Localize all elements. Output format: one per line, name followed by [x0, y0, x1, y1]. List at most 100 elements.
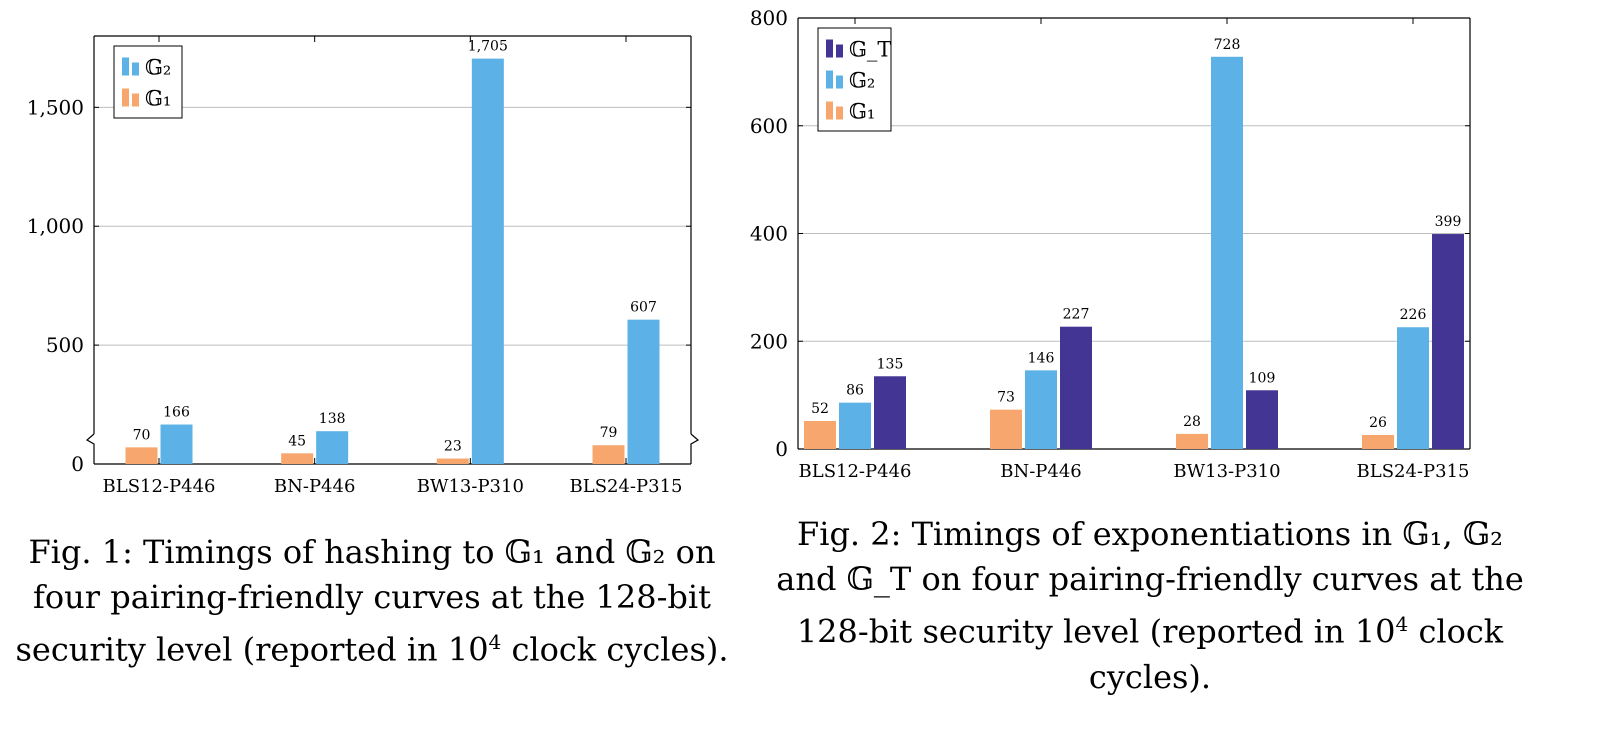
data-label: 23 [444, 439, 462, 455]
caption-symbol: 𝔾₂ [1462, 515, 1503, 553]
bar [874, 376, 906, 449]
x-category-label: BLS24-P315 [1357, 461, 1470, 482]
data-label: 227 [1063, 307, 1090, 323]
y-tick-label: 0 [71, 452, 84, 476]
data-label: 28 [1183, 414, 1201, 430]
y-tick-label: 600 [750, 114, 788, 138]
legend-label: 𝔾₂ [145, 56, 171, 80]
x-category-label: BW13-P310 [1173, 461, 1280, 482]
y-tick-label: 1,500 [27, 95, 84, 119]
x-category-label: BN-P446 [274, 476, 356, 497]
bar [1432, 234, 1464, 449]
data-label: 146 [1028, 350, 1055, 366]
caption-1-line-1: Fig. 1: Timings of hashing to 𝔾₁ and 𝔾₂ … [8, 530, 736, 575]
legend-swatch [132, 62, 139, 76]
bar [1211, 56, 1243, 449]
caption-1-line-3: security level (reported in 104 clock cy… [8, 620, 736, 673]
y-tick-label: 200 [750, 329, 788, 353]
x-category-label: BLS24-P315 [570, 476, 683, 497]
caption-text: Fig. 2: Timings of exponentiations in [797, 515, 1403, 553]
caption-text: 128-bit security level (reported in 10 [796, 612, 1396, 651]
chart-exponentiations: 0 200 400 600 800 BLS12-P446 52 86 135 BN-P446 73 1… [750, 6, 1471, 482]
bar [160, 424, 193, 464]
bar [1060, 326, 1092, 449]
chart-hashing: 0 500 1,000 1,500 BLS12-P446 70 166 BN-P446 45 13… [27, 35, 700, 497]
y-tick-label: 0 [775, 437, 788, 461]
bar [471, 58, 504, 464]
bar [1246, 390, 1278, 449]
bar [592, 445, 625, 464]
caption-text: , [1442, 515, 1463, 553]
bar [125, 447, 158, 464]
caption-2-line-2: and 𝔾_T on four pairing-friendly curves … [770, 557, 1530, 602]
caption-superscript: 4 [1395, 612, 1409, 636]
axis-break-left [85, 433, 95, 464]
data-label: 86 [846, 383, 864, 399]
data-label: 79 [600, 425, 618, 441]
caption-text: on four pairing-friendly curves at the [911, 560, 1524, 598]
bar [990, 409, 1022, 449]
y-tick-label: 1,000 [27, 214, 84, 238]
legend-swatch [826, 101, 833, 120]
data-label: 166 [163, 405, 190, 421]
figure-2-caption: Fig. 2: Timings of exponentiations in 𝔾₁… [770, 512, 1530, 700]
legend-swatch [836, 75, 843, 89]
bar [627, 319, 660, 464]
bar [804, 420, 836, 449]
caption-text: clock cycles). [501, 630, 729, 669]
caption-text: on [665, 533, 716, 571]
legend-swatch [122, 88, 129, 107]
legend-label: 𝔾₁ [145, 87, 171, 111]
legend-swatch [132, 93, 139, 107]
data-label: 1,705 [468, 39, 508, 55]
y-tick-label: 800 [750, 6, 788, 30]
axis-break-right [690, 433, 700, 464]
caption-superscript: 4 [488, 630, 502, 654]
bar [316, 431, 349, 464]
y-tick-label: 400 [750, 222, 788, 246]
bar [839, 402, 871, 449]
caption-symbol: 𝔾_T [846, 560, 912, 598]
data-label: 399 [1435, 214, 1462, 230]
figure-1-caption: Fig. 1: Timings of hashing to 𝔾₁ and 𝔾₂ … [8, 530, 736, 673]
bar [1176, 433, 1208, 449]
caption-text: and [776, 560, 847, 598]
caption-2-line-4: cycles). [1088, 657, 1212, 696]
data-label: 45 [288, 433, 306, 449]
bar [1362, 434, 1394, 449]
y-tick-label: 500 [46, 333, 84, 357]
caption-symbol: 𝔾₂ [625, 533, 666, 571]
legend-label: 𝔾₁ [849, 100, 875, 124]
data-label: 138 [319, 411, 346, 427]
data-label: 52 [811, 401, 829, 417]
bar [436, 458, 469, 464]
bar [1397, 327, 1429, 449]
caption-symbol: 𝔾₁ [1402, 515, 1443, 553]
caption-1-line-2: four pairing-friendly curves at the 128-… [33, 578, 711, 616]
data-label: 607 [630, 300, 657, 316]
legend-label: 𝔾_T [849, 38, 891, 62]
data-label: 73 [997, 390, 1015, 406]
legend-swatch [836, 44, 843, 58]
caption-text: and [544, 533, 626, 571]
caption-text: security level (reported in 10 [15, 630, 489, 669]
data-label: 728 [1214, 37, 1241, 53]
caption-symbol: 𝔾₁ [504, 533, 545, 571]
legend-swatch [826, 39, 833, 58]
caption-text: Fig. 1: Timings of hashing to [28, 533, 505, 571]
legend-label: 𝔾₂ [849, 69, 875, 93]
legend-swatch [836, 106, 843, 120]
x-category-label: BLS12-P446 [103, 476, 216, 497]
legend-swatch [122, 57, 129, 76]
caption-2-line-3: 128-bit security level (reported in 104 … [770, 602, 1530, 655]
bar [281, 453, 314, 464]
x-category-label: BN-P446 [1000, 461, 1082, 482]
caption-text: clock [1408, 612, 1504, 651]
data-label: 135 [877, 356, 904, 372]
legend-swatch [826, 70, 833, 89]
bar [1025, 370, 1057, 449]
data-label: 109 [1249, 370, 1276, 386]
data-label: 226 [1400, 307, 1427, 323]
x-category-label: BW13-P310 [417, 476, 524, 497]
